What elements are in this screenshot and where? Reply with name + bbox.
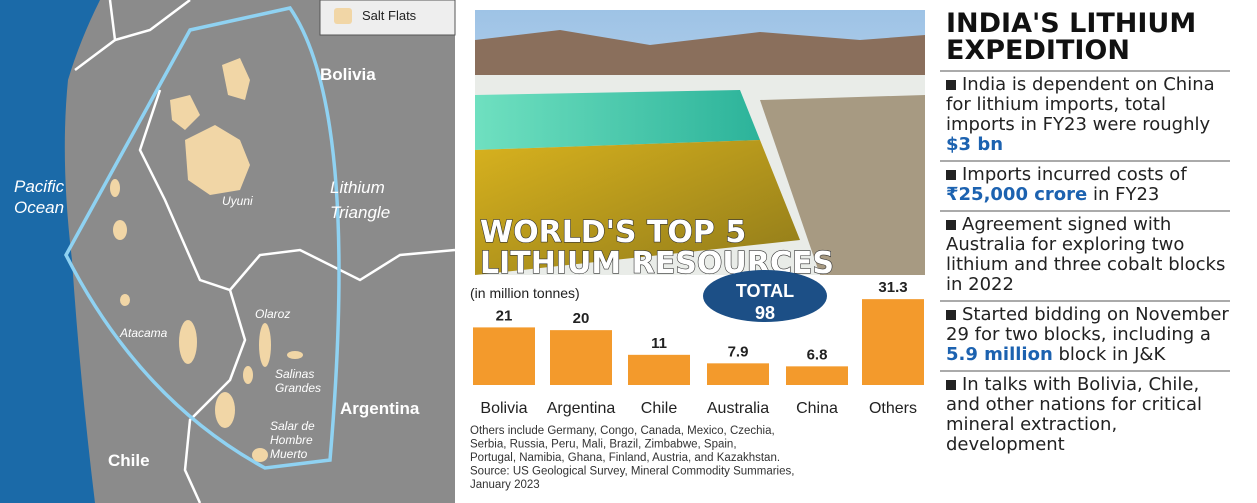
highlight: 5.9 million	[946, 344, 1053, 365]
heading: INDIA'S LITHIUM EXPEDITION	[946, 10, 1230, 64]
ocean-label-line: Ocean	[14, 198, 64, 217]
country-label: Bolivia	[320, 65, 376, 84]
value-label: 31.3	[878, 279, 907, 296]
chart-note-line: Others include Germany, Congo, Canada, M…	[470, 425, 775, 437]
bullet: Imports incurred costs of ₹25,000 crore …	[940, 160, 1230, 210]
x-tick-label: Others	[869, 400, 917, 417]
bullet: India is dependent on China for lithium …	[940, 70, 1230, 160]
bullet: Started bidding on November 29 for two b…	[940, 300, 1230, 370]
value-label: 6.8	[807, 346, 828, 363]
place-label-line: Hombre	[270, 433, 313, 447]
x-tick-label: Argentina	[547, 400, 616, 417]
x-tick-label: Chile	[641, 400, 678, 417]
place-label: Olaroz	[255, 307, 290, 321]
borders	[74, 0, 456, 503]
place-label-line: Atacama	[119, 326, 168, 340]
place-label-line: Salinas	[275, 367, 314, 381]
ocean-label: Pacific Ocean	[14, 177, 65, 217]
bullet-text: Imports incurred costs of	[962, 164, 1187, 185]
country-label-line: Chile	[108, 451, 150, 470]
chart-note: Others include Germany, Congo, Canada, M…	[470, 425, 794, 491]
ocean-label-line: Pacific	[14, 177, 65, 196]
x-tick-label: China	[796, 400, 838, 417]
triangle-outline	[64, 6, 341, 470]
bullet-text: India is dependent on China for lithium …	[946, 74, 1215, 135]
country-label: Chile	[108, 451, 150, 470]
value-label: 11	[651, 335, 667, 352]
chart-note-line: Source: US Geological Survey, Mineral Co…	[470, 466, 794, 478]
place-label: Atacama	[119, 326, 168, 340]
bar	[628, 354, 690, 385]
total-label-line: 98	[755, 303, 775, 323]
bar	[473, 327, 535, 385]
bullet-text: block in J&K	[1052, 344, 1166, 365]
bullet: Agreement signed with Australia for expl…	[940, 210, 1230, 300]
legend-label: Salt Flats	[362, 8, 417, 23]
chart-note-line: Serbia, Russia, Peru, Mali, Brazil, Zimb…	[470, 439, 737, 451]
x-tick-label: Bolivia	[480, 400, 527, 417]
country-label-line: Bolivia	[320, 65, 376, 84]
region-label-line: Triangle	[330, 203, 390, 222]
chart-title-line: WORLD'S TOP 5	[480, 215, 746, 250]
place-label: Salinas Grandes	[275, 367, 321, 395]
photo-pool	[475, 90, 760, 150]
highlight: ₹25,000 crore	[946, 184, 1088, 205]
place-label: Uyuni	[222, 194, 253, 208]
bullet-text: Agreement signed with Australia for expl…	[946, 214, 1226, 295]
heading-line: EXPEDITION	[946, 35, 1130, 66]
total-badge	[703, 270, 827, 322]
chart-note-line: January 2023	[470, 479, 540, 491]
region-label-line: Lithium	[330, 178, 385, 197]
ocean	[0, 0, 100, 503]
place-label-line: Salar de	[270, 419, 315, 433]
value-label: 7.9	[728, 343, 749, 360]
place-label-line: Muerto	[270, 447, 308, 461]
chart-note-line: Portugal, Namibia, Ghana, Finland, Austr…	[470, 452, 780, 464]
bullet-text: Started bidding on November 29 for two b…	[946, 304, 1229, 345]
bar	[707, 363, 769, 385]
value-label: 20	[573, 310, 590, 327]
bullet-text: In talks with Bolivia, Chile, and other …	[946, 374, 1203, 455]
region-label: Lithium Triangle	[330, 178, 390, 222]
bar	[862, 299, 924, 385]
total-label-line: TOTAL	[736, 281, 794, 301]
bar	[550, 330, 612, 385]
place-label-line: Olaroz	[255, 307, 290, 321]
salt-flats	[110, 58, 303, 462]
photo-mountains	[475, 30, 925, 80]
bullet: In talks with Bolivia, Chile, and other …	[940, 370, 1230, 460]
value-label: 21	[496, 307, 513, 324]
photo-pool	[475, 140, 800, 275]
chart-subtitle: (in million tonnes)	[470, 285, 580, 301]
side-panel: INDIA'S LITHIUM EXPEDITION India is depend…	[940, 10, 1230, 460]
bar	[786, 366, 848, 385]
country-label: Argentina	[340, 399, 420, 418]
total-label: TOTAL 98	[736, 281, 794, 323]
x-tick-label: Australia	[707, 400, 769, 417]
place-label: Salar de Hombre Muerto	[270, 419, 315, 461]
bullet-list: India is dependent on China for lithium …	[940, 70, 1230, 460]
place-label-line: Uyuni	[222, 194, 253, 208]
highlight: $3 bn	[946, 134, 1004, 155]
photo-plant	[760, 95, 925, 275]
country-label-line: Argentina	[340, 399, 420, 418]
heading-line: INDIA'S LITHIUM	[946, 8, 1197, 39]
place-label-line: Grandes	[275, 381, 321, 395]
legend-swatch	[334, 8, 352, 24]
bullet-text: in FY23	[1087, 184, 1160, 205]
